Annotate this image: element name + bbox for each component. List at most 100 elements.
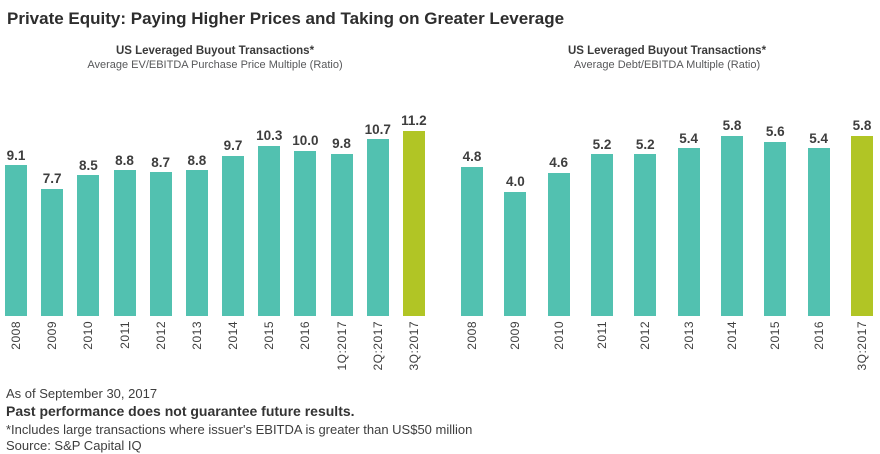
- bar-2Q:2017: 10.7: [364, 121, 391, 316]
- x-axis-cell: 2013: [678, 316, 700, 378]
- x-axis-label: 2009: [45, 320, 60, 350]
- bar-2012: 5.2: [634, 136, 657, 316]
- bar-plot-debt: 4.8 4.0 4.6 5.2 5.2 5.4 5.8 5.6 5.4 5.8: [461, 83, 873, 316]
- bar-2014: 5.8: [720, 119, 743, 316]
- x-axis-cell: 2013: [186, 316, 208, 378]
- x-axis-label: 2016: [811, 320, 826, 350]
- bar-rect: [41, 188, 64, 316]
- bar-value-label: 10.3: [256, 128, 283, 144]
- bar-value-label: 10.7: [364, 121, 391, 137]
- x-axis-label: 2014: [226, 320, 241, 350]
- bar-rect: [504, 191, 527, 316]
- bar-value-label: 10.0: [292, 133, 319, 149]
- chart-subtitle: Average Debt/EBITDA Multiple (Ratio): [573, 58, 761, 71]
- bar-rect: [850, 135, 873, 316]
- bar-1Q:2017: 9.8: [330, 136, 353, 316]
- x-axis-cell: 2015: [764, 316, 786, 378]
- bar-value-label: 9.1: [6, 147, 26, 163]
- x-axis-label: 2013: [189, 320, 204, 350]
- chart-title: US Leveraged Buyout Transactions*: [115, 44, 315, 57]
- bar-value-label: 5.6: [765, 124, 785, 140]
- bar-value-label: 5.4: [809, 130, 829, 146]
- bar-rect: [77, 175, 100, 316]
- x-axis-cell: 3Q:2017: [851, 316, 873, 378]
- x-axis-label: 2008: [9, 320, 23, 350]
- bar-rect: [677, 148, 700, 316]
- bar-value-label: 5.2: [635, 136, 655, 152]
- x-axis-label: 2014: [724, 320, 739, 350]
- chart-title: US Leveraged Buyout Transactions*: [567, 44, 767, 57]
- bar-rect: [258, 145, 281, 316]
- source-text: Source: S&P Capital IQ: [6, 437, 142, 453]
- bar-rect: [590, 154, 613, 316]
- x-axis-cell: 3Q:2017: [403, 316, 425, 378]
- bar-rect: [402, 130, 425, 316]
- x-axis-label: 2010: [551, 320, 566, 350]
- x-axis-label: 3Q:2017: [854, 320, 869, 371]
- bar-2016: 5.4: [807, 130, 830, 316]
- page-title: Private Equity: Paying Higher Prices and…: [7, 9, 565, 28]
- bar-rect: [149, 172, 172, 316]
- bar-value-label: 5.4: [679, 130, 699, 146]
- bar-2009: 7.7: [41, 172, 64, 316]
- bar-2008: 4.8: [461, 150, 483, 316]
- bar-rect: [222, 155, 245, 316]
- bar-rect: [547, 172, 570, 316]
- bar-2015: 5.6: [764, 124, 787, 316]
- bar-2010: 4.6: [547, 155, 570, 316]
- x-axis-cell: 2008: [461, 316, 483, 378]
- x-axis-label: 2011: [117, 320, 132, 349]
- bar-2016: 10.0: [292, 133, 319, 316]
- x-axis-cell: 2Q:2017: [367, 316, 389, 378]
- x-axis-cell: 2012: [634, 316, 656, 378]
- chart-header: US Leveraged Buyout Transactions* Averag…: [461, 45, 873, 71]
- bar-value-label: 5.2: [592, 136, 612, 152]
- bar-rect: [634, 154, 657, 316]
- bar-value-label: 4.6: [549, 155, 569, 171]
- bar-value-label: 8.8: [187, 152, 207, 168]
- x-axis-cell: 2010: [77, 316, 99, 378]
- chart-purchase-price-multiple: US Leveraged Buyout Transactions* Averag…: [5, 45, 427, 378]
- x-axis-cell: 2012: [150, 316, 172, 378]
- bar-2009: 4.0: [504, 174, 527, 316]
- footer: As of September 30, 2017 Past performanc…: [0, 386, 880, 453]
- x-axis-label: 1Q:2017: [334, 320, 349, 371]
- x-axis-label: 2012: [638, 320, 653, 350]
- bar-rect: [807, 148, 830, 316]
- bar-2011: 8.8: [113, 154, 136, 316]
- x-axis-cell: 2016: [294, 316, 316, 378]
- x-axis-debt: 2008 2009 2010 2011 2012 2013 2014 2015 2016 3Q:2…: [461, 316, 873, 378]
- bar-value-label: 9.8: [332, 136, 351, 152]
- bar-value-label: 11.2: [401, 113, 427, 129]
- as-of-date: As of September 30, 2017: [6, 385, 158, 401]
- x-axis-label: 2009: [508, 320, 523, 350]
- x-axis-cell: 2009: [504, 316, 526, 378]
- chart-subtitle: Average EV/EBITDA Purchase Price Multipl…: [87, 58, 343, 71]
- x-axis-cell: 2010: [548, 316, 570, 378]
- x-axis-cell: 2015: [258, 316, 280, 378]
- bar-2010: 8.5: [77, 159, 100, 316]
- bar-value-label: 5.8: [852, 118, 872, 134]
- x-axis-label: 2016: [298, 320, 313, 350]
- x-axis-label: 3Q:2017: [406, 320, 421, 371]
- chart-header: US Leveraged Buyout Transactions* Averag…: [5, 45, 425, 71]
- bar-rect: [461, 166, 483, 316]
- disclaimer-text: Past performance does not guarantee futu…: [6, 402, 355, 419]
- footnote-text: *Includes large transactions where issue…: [6, 421, 473, 437]
- bar-rect: [113, 170, 136, 316]
- bar-rect: [185, 170, 208, 316]
- x-axis-cell: 2009: [41, 316, 63, 378]
- bar-rect: [720, 135, 743, 316]
- bar-3Q:2017: 5.8: [850, 118, 873, 316]
- bar-rect: [764, 141, 787, 316]
- x-axis-cell: 2011: [591, 316, 613, 378]
- bar-value-label: 4.0: [505, 174, 525, 190]
- bar-rect: [330, 153, 353, 316]
- bar-2015: 10.3: [256, 128, 283, 316]
- x-axis-label: 2008: [465, 320, 479, 350]
- x-axis-label: 2015: [768, 320, 783, 350]
- bar-plot-purchase-price: 9.1 7.7 8.5 8.8 8.7 8.8 9.7 10.3 10.0 9.8 10.7 11.2: [5, 83, 427, 316]
- bar-value-label: 8.7: [151, 154, 171, 170]
- x-axis-label: 2015: [262, 320, 277, 350]
- x-axis-purchase-price: 2008 2009 2010 2011 2012 2013 2014 2015 2016 1Q:2…: [5, 316, 425, 378]
